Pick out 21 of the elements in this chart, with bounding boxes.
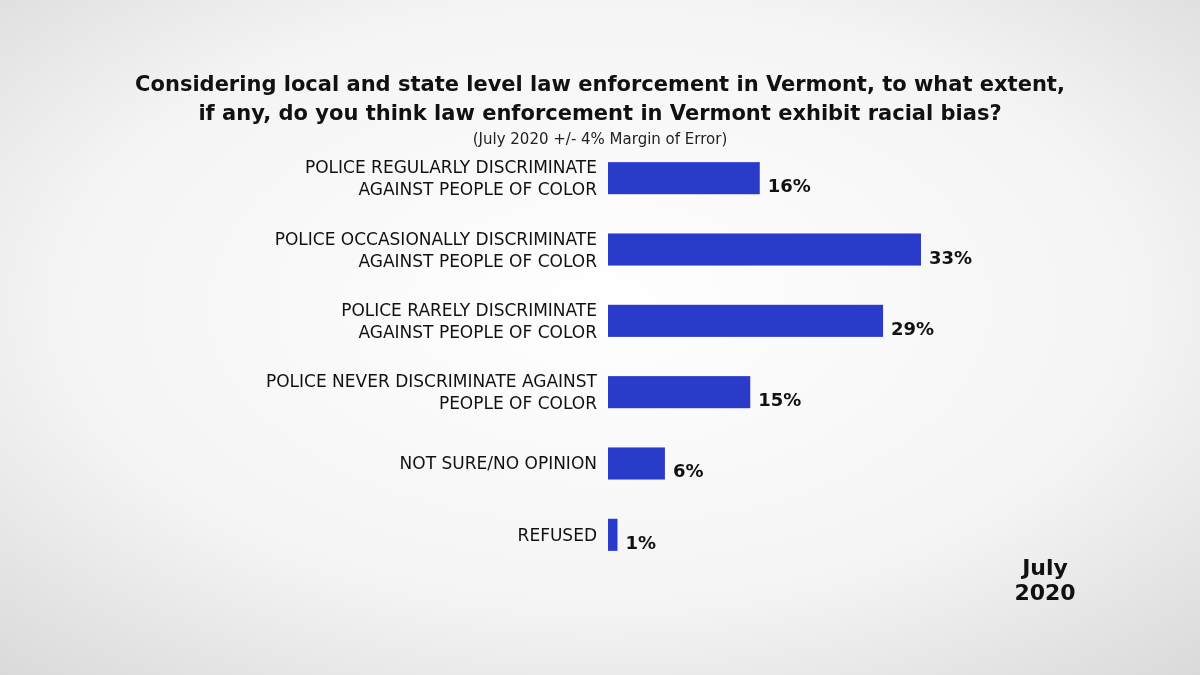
y-tick-label: NOT SURE/NO OPINION [399, 453, 597, 474]
chart-title: Considering local and state level law enforcement in Vermont, to what extent, if any, do you think law enforcement in Vermont exhibit racial bias? [135, 72, 1065, 125]
data-label: 16% [767, 175, 811, 197]
data-label: 15% [758, 389, 802, 411]
y-tick-label: POLICE REGULARLY DISCRIMINATE AGAINST PEOPLE OF COLOR [304, 157, 598, 200]
text: July 2020 [1014, 555, 1076, 605]
data-label: 33% [929, 246, 973, 268]
bar [608, 233, 921, 266]
y-tick-label: POLICE RARELY DISCRIMINATE AGAINST PEOPLE OF COLOR [341, 299, 598, 342]
bar [608, 518, 618, 551]
y-tick-label: POLICE NEVER DISCRIMINATE AGAINST PEOPLE OF COLOR [265, 371, 598, 414]
chart-subtitle: (July 2020 +/- 4% Margin of Error) [472, 130, 728, 148]
data-label: 29% [891, 317, 935, 339]
data-label: 1% [625, 531, 657, 553]
data-label: 6% [672, 460, 704, 482]
bar [608, 447, 665, 480]
y-tick-label: POLICE OCCASIONALLY DISCRIMINATE AGAINST PEOPLE OF COLOR [274, 228, 598, 271]
y-tick-label: REFUSED [517, 524, 597, 545]
bar [608, 162, 760, 195]
bar [608, 376, 751, 409]
bar [608, 304, 884, 337]
